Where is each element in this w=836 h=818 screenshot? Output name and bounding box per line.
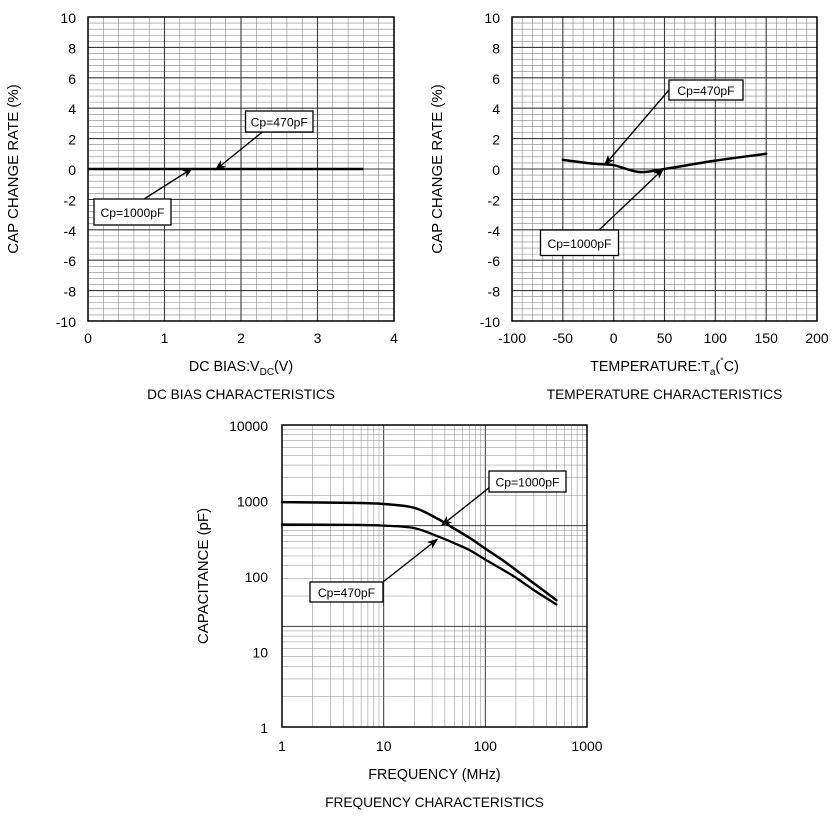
svg-text:Cp=470pF: Cp=470pF xyxy=(251,116,308,130)
svg-text:DC BIAS CHARACTERISTICS: DC BIAS CHARACTERISTICS xyxy=(147,387,335,402)
svg-text:Cp=470pF: Cp=470pF xyxy=(318,586,375,600)
svg-text:1000: 1000 xyxy=(237,494,268,510)
svg-text:-2: -2 xyxy=(488,192,501,208)
svg-text:2: 2 xyxy=(68,132,76,148)
svg-text:8: 8 xyxy=(68,40,76,56)
svg-text:10: 10 xyxy=(60,10,76,26)
svg-text:10: 10 xyxy=(252,645,268,661)
svg-text:-2: -2 xyxy=(64,192,77,208)
svg-text:FREQUENCY CHARACTERISTICS: FREQUENCY CHARACTERISTICS xyxy=(325,795,544,810)
svg-text:10: 10 xyxy=(376,738,392,754)
svg-text:Cp=470pF: Cp=470pF xyxy=(677,84,734,98)
svg-text:4: 4 xyxy=(390,330,398,346)
svg-text:CAP CHANGE RATE (%): CAP CHANGE RATE (%) xyxy=(429,84,446,253)
svg-text:-10: -10 xyxy=(480,314,500,330)
svg-text:1000: 1000 xyxy=(571,738,602,754)
svg-text:2: 2 xyxy=(492,132,500,148)
svg-text:0: 0 xyxy=(68,162,76,178)
svg-text:Cp=1000pF: Cp=1000pF xyxy=(495,476,559,490)
svg-text:3: 3 xyxy=(314,330,322,346)
svg-text:6: 6 xyxy=(68,71,76,87)
svg-text:-4: -4 xyxy=(488,223,501,239)
svg-text:0: 0 xyxy=(84,330,92,346)
svg-text:-100: -100 xyxy=(498,330,526,346)
svg-text:TEMPERATURE:Ta(°C): TEMPERATURE:Ta(°C) xyxy=(590,356,739,378)
svg-text:-6: -6 xyxy=(64,253,77,269)
svg-text:-50: -50 xyxy=(553,330,573,346)
svg-text:1: 1 xyxy=(260,720,268,736)
svg-text:-4: -4 xyxy=(64,223,77,239)
svg-text:CAP CHANGE RATE (%): CAP CHANGE RATE (%) xyxy=(5,84,22,253)
svg-text:CAPACITANCE (pF): CAPACITANCE (pF) xyxy=(195,508,212,644)
svg-text:DC BIAS:VDC(V): DC BIAS:VDC(V) xyxy=(189,359,293,378)
svg-text:100: 100 xyxy=(704,330,728,346)
svg-text:6: 6 xyxy=(492,71,500,87)
svg-text:Cp=1000pF: Cp=1000pF xyxy=(547,237,611,251)
svg-text:50: 50 xyxy=(657,330,673,346)
svg-text:1: 1 xyxy=(278,738,286,754)
svg-text:TEMPERATURE CHARACTERISTICS: TEMPERATURE CHARACTERISTICS xyxy=(547,387,783,402)
svg-text:-6: -6 xyxy=(488,253,501,269)
svg-text:-8: -8 xyxy=(64,284,77,300)
svg-text:1: 1 xyxy=(161,330,169,346)
svg-text:10000: 10000 xyxy=(229,418,268,434)
svg-text:150: 150 xyxy=(755,330,779,346)
svg-text:-8: -8 xyxy=(488,284,501,300)
svg-text:200: 200 xyxy=(805,330,829,346)
svg-text:Cp=1000pF: Cp=1000pF xyxy=(100,206,164,220)
svg-text:FREQUENCY (MHz): FREQUENCY (MHz) xyxy=(368,767,500,783)
svg-text:-10: -10 xyxy=(56,314,76,330)
svg-text:0: 0 xyxy=(492,162,500,178)
svg-text:10: 10 xyxy=(484,10,500,26)
svg-text:4: 4 xyxy=(68,101,76,117)
svg-text:0: 0 xyxy=(610,330,618,346)
svg-text:8: 8 xyxy=(492,40,500,56)
svg-text:100: 100 xyxy=(474,738,498,754)
svg-text:4: 4 xyxy=(492,101,500,117)
svg-text:2: 2 xyxy=(237,330,245,346)
svg-text:100: 100 xyxy=(245,569,269,585)
